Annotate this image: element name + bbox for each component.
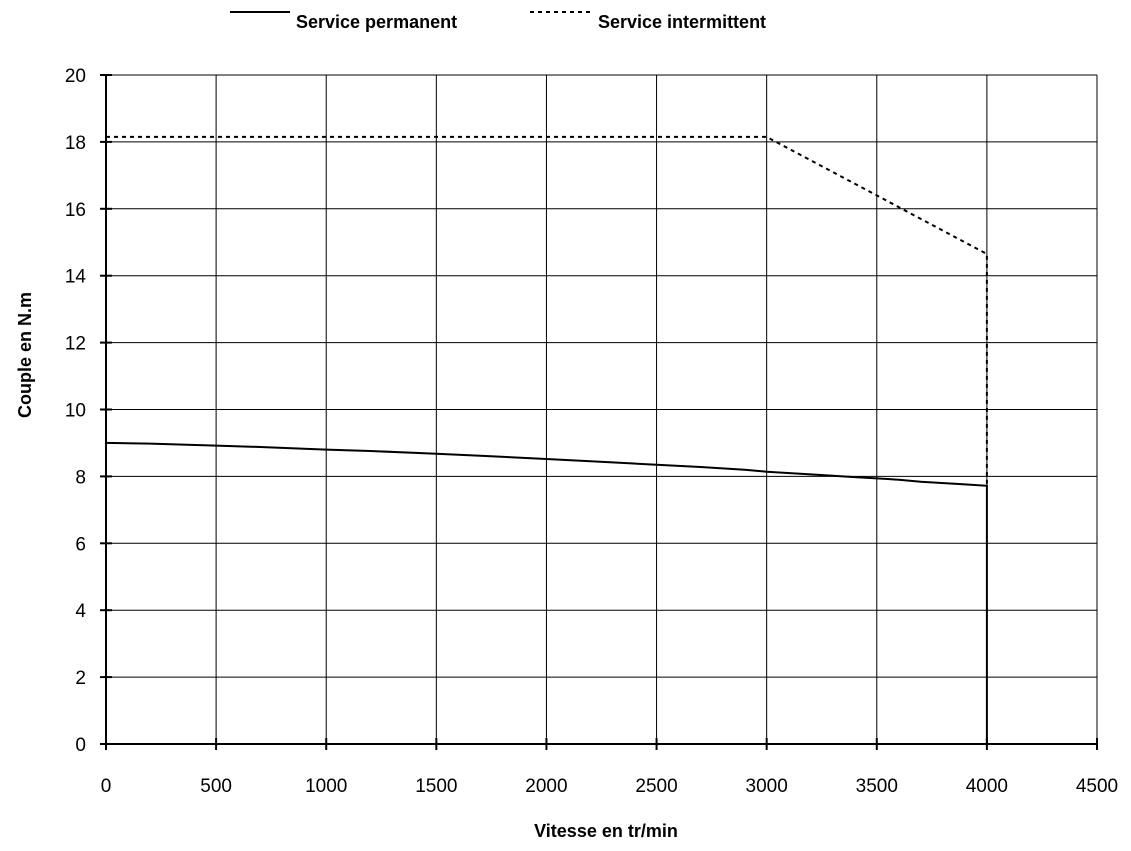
y-tick-label: 4: [75, 601, 86, 622]
legend: Service permanent Service intermittent: [230, 11, 766, 32]
grid: [106, 74, 1098, 744]
y-tick-label: 8: [75, 467, 86, 488]
x-tick-label: 2000: [525, 776, 567, 797]
y-tick-label: 2: [75, 668, 86, 689]
y-tick-label: 0: [75, 735, 86, 756]
series-line-service-intermittent: [106, 135, 988, 486]
y-tick-label: 20: [65, 66, 86, 87]
y-axis-title: Couple en N.m: [15, 292, 35, 418]
series-line-service-permanent: [105, 441, 988, 744]
y-tick-label: 14: [65, 267, 87, 288]
y-tick-label: 10: [65, 401, 86, 422]
ticks: 0 500 1000 1500 2000 2500 3000 3500 4000 4500 0 2 4 6…: [65, 66, 1118, 797]
x-tick-label: 500: [200, 776, 232, 797]
x-axis-title: Vitesse en tr/min: [534, 821, 678, 841]
x-tick-label: 0: [101, 776, 112, 797]
series-lines: [105, 135, 988, 744]
x-tick-label: 2500: [635, 776, 677, 797]
y-tick-label: 18: [65, 133, 86, 154]
legend-label-1: Service permanent: [296, 12, 457, 32]
x-tick-label: 3500: [856, 776, 898, 797]
x-tick-label: 1500: [415, 776, 457, 797]
x-tick-label: 1000: [305, 776, 347, 797]
y-tick-label: 16: [65, 200, 86, 221]
y-tick-label: 6: [75, 534, 86, 555]
y-tick-label: 12: [65, 334, 86, 355]
legend-label-2: Service intermittent: [598, 12, 766, 32]
x-tick-label: 3000: [746, 776, 788, 797]
x-tick-label: 4500: [1076, 776, 1118, 797]
x-tick-label: 4000: [966, 776, 1008, 797]
